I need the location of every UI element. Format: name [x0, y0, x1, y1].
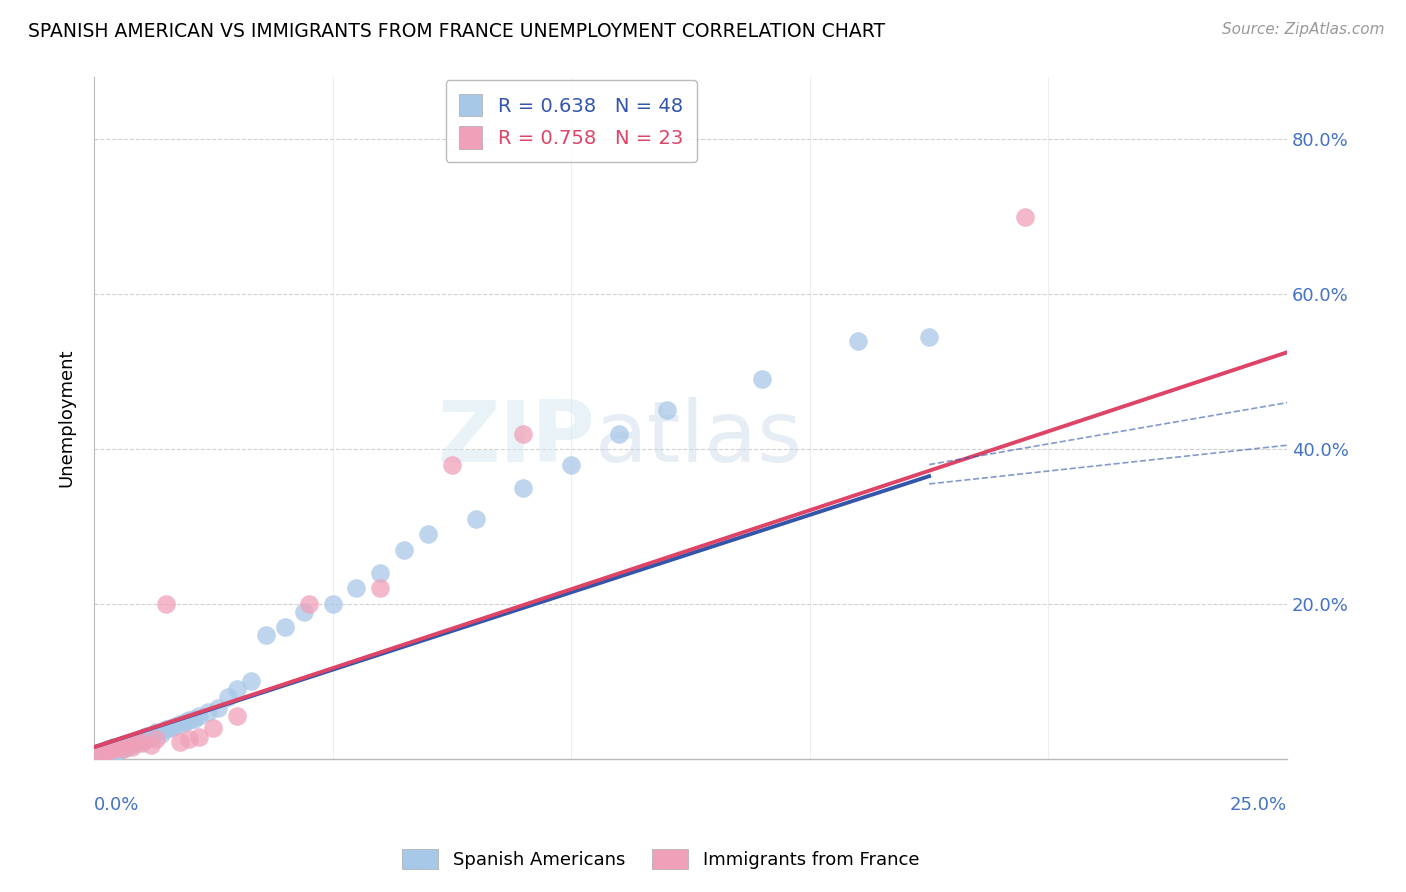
Point [155, 723, 177, 737]
Point [298, 597, 321, 611]
Point [655, 403, 678, 417]
Point [187, 730, 209, 744]
Point [87, 747, 110, 762]
Legend: R = 0.638   N = 48, R = 0.758   N = 23: R = 0.638 N = 48, R = 0.758 N = 23 [446, 80, 697, 162]
Point [101, 740, 124, 755]
Point [111, 742, 134, 756]
Point [111, 742, 134, 756]
Point [169, 735, 191, 749]
Point [117, 738, 139, 752]
Point [368, 582, 391, 596]
Point [165, 719, 187, 733]
Point [392, 542, 415, 557]
Point [207, 701, 229, 715]
Point [125, 736, 148, 750]
Point [183, 712, 205, 726]
Point [101, 744, 124, 758]
Point [197, 706, 219, 720]
Point [173, 714, 195, 729]
Text: 0.0%: 0.0% [94, 797, 139, 814]
Point [187, 709, 209, 723]
Point [1014, 210, 1036, 224]
Point [131, 732, 153, 747]
Point [512, 426, 534, 441]
Point [135, 729, 157, 743]
Point [159, 721, 181, 735]
Point [117, 740, 139, 755]
Point [145, 724, 167, 739]
Point [560, 458, 582, 472]
Point [240, 674, 263, 689]
Point [846, 334, 869, 348]
Point [751, 372, 773, 386]
Point [111, 738, 134, 752]
Point [346, 582, 368, 596]
Point [416, 527, 439, 541]
Point [141, 730, 163, 744]
Point [155, 597, 177, 611]
Point [322, 597, 344, 611]
Point [464, 512, 486, 526]
Point [292, 605, 315, 619]
Point [131, 736, 153, 750]
Point [97, 742, 120, 756]
Y-axis label: Unemployment: Unemployment [58, 349, 75, 487]
Point [107, 744, 129, 758]
Point [97, 746, 120, 760]
Text: 25.0%: 25.0% [1230, 797, 1286, 814]
Point [149, 727, 172, 741]
Text: ZIP: ZIP [437, 397, 595, 480]
Point [226, 682, 249, 697]
Point [217, 690, 239, 704]
Text: atlas: atlas [595, 397, 803, 480]
Point [121, 740, 143, 755]
Point [368, 566, 391, 580]
Point [202, 721, 225, 735]
Point [169, 717, 191, 731]
Point [145, 732, 167, 747]
Legend: Spanish Americans, Immigrants from France: Spanish Americans, Immigrants from Franc… [394, 839, 928, 879]
Point [107, 740, 129, 755]
Point [121, 738, 143, 752]
Point [93, 747, 115, 762]
Point [179, 732, 201, 747]
Point [512, 481, 534, 495]
Point [125, 735, 148, 749]
Point [93, 746, 115, 760]
Point [226, 709, 249, 723]
Point [131, 735, 153, 749]
Point [918, 330, 941, 344]
Point [274, 620, 297, 634]
Text: SPANISH AMERICAN VS IMMIGRANTS FROM FRANCE UNEMPLOYMENT CORRELATION CHART: SPANISH AMERICAN VS IMMIGRANTS FROM FRAN… [28, 22, 886, 41]
Point [179, 713, 201, 727]
Point [607, 426, 630, 441]
Point [141, 738, 163, 752]
Point [101, 742, 124, 756]
Text: Source: ZipAtlas.com: Source: ZipAtlas.com [1222, 22, 1385, 37]
Point [440, 458, 463, 472]
Point [117, 736, 139, 750]
Point [107, 740, 129, 755]
Point [97, 744, 120, 758]
Point [254, 628, 277, 642]
